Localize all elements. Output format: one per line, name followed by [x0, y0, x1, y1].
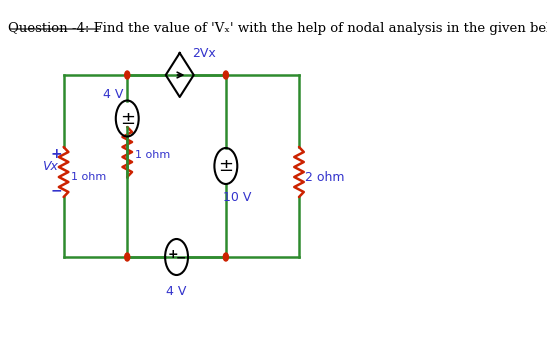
Text: Vx: Vx: [42, 161, 57, 174]
Circle shape: [223, 253, 229, 261]
Text: +: +: [50, 147, 62, 161]
Text: 4 V: 4 V: [103, 87, 124, 101]
Text: ±: ±: [120, 110, 135, 127]
Circle shape: [125, 71, 130, 79]
Text: 1 ohm: 1 ohm: [71, 172, 107, 182]
Text: 2 ohm: 2 ohm: [305, 171, 345, 183]
Circle shape: [223, 71, 229, 79]
Text: 4 V: 4 V: [166, 285, 187, 298]
Circle shape: [125, 253, 130, 261]
Text: 2Vx: 2Vx: [193, 46, 216, 60]
Text: −: −: [50, 183, 62, 197]
Text: ±: ±: [218, 157, 234, 175]
Text: −: −: [176, 251, 186, 265]
Text: 1 ohm: 1 ohm: [135, 150, 170, 160]
Text: Question -4: Find the value of 'Vₓ' with the help of nodal analysis in the given: Question -4: Find the value of 'Vₓ' with…: [8, 22, 547, 35]
Text: +: +: [168, 248, 179, 261]
Text: 10 V: 10 V: [223, 191, 251, 204]
